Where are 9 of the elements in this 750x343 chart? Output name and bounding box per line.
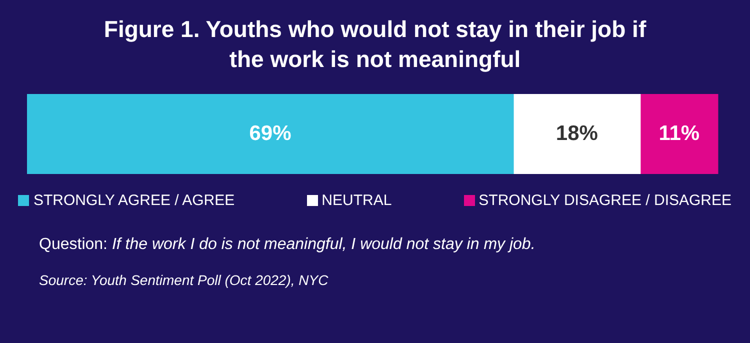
text: Question: If the work I do is not meaningful, I would not stay in my job. xyxy=(39,236,536,254)
chart-title: Figure 1. Youths who would not stay in their job if the work is not meaningful xyxy=(102,15,648,74)
legend-label: STRONGLY DISAGREE / DISAGREE xyxy=(478,192,732,209)
data-label: 18% xyxy=(556,122,598,145)
data-label: 69% xyxy=(249,122,292,145)
legend-label: NEUTRAL xyxy=(322,192,392,209)
legend-label: STRONGLY AGREE / AGREE xyxy=(33,192,235,209)
source-note: Source: Youth Sentiment Poll (Oct 2022), NYC xyxy=(39,272,330,288)
data-label: 11% xyxy=(658,122,700,145)
